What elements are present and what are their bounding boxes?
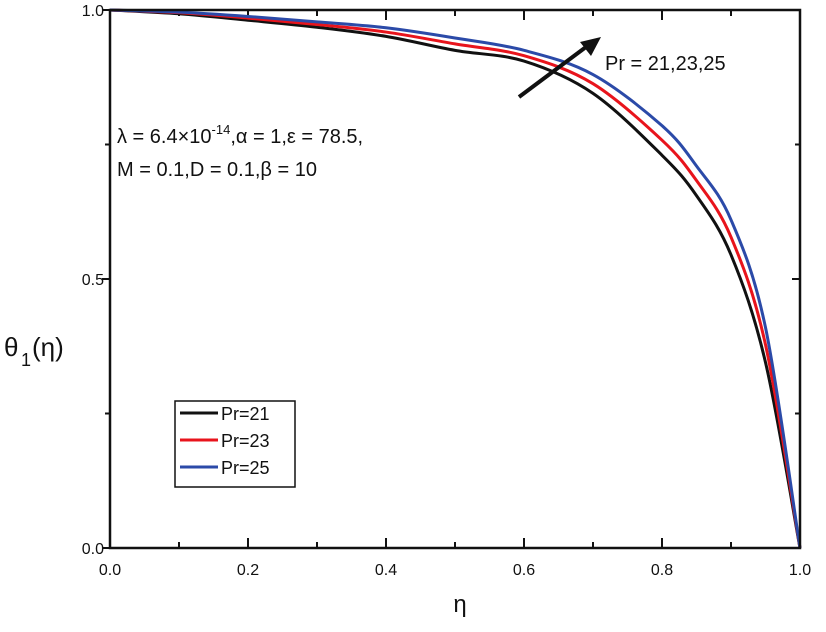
arrow-head bbox=[580, 37, 601, 56]
x-tick-label: 0.8 bbox=[651, 562, 673, 579]
params-line-1-sup: -14 bbox=[212, 122, 231, 137]
x-tick-label: 0.2 bbox=[237, 562, 259, 579]
params-line-1-post: ,α = 1,ε = 78.5, bbox=[230, 126, 363, 148]
y-axis-label: θ 1 (η) bbox=[4, 332, 64, 370]
x-tick-label: 1.0 bbox=[789, 562, 811, 579]
trend-arrow bbox=[517, 37, 601, 99]
series-line-pr23 bbox=[109, 8, 802, 549]
y-axis-label-sub: 1 bbox=[21, 350, 31, 370]
params-line-1: λ = 6.4×10-14,α = 1,ε = 78.5, bbox=[117, 122, 363, 148]
plot-frame bbox=[108, 8, 802, 550]
params-line-1-pre: λ = 6.4×10 bbox=[117, 126, 212, 148]
x-tick-label: 0.4 bbox=[375, 562, 397, 579]
y-tick-label: 0.0 bbox=[82, 541, 104, 558]
legend-label: Pr=21 bbox=[221, 404, 270, 424]
x-axis-label: η bbox=[453, 591, 466, 618]
series-line-pr21 bbox=[109, 8, 802, 549]
params-line-2: M = 0.1,D = 0.1,β = 10 bbox=[117, 159, 317, 181]
y-axis-label-main: θ bbox=[4, 332, 18, 362]
arrow-shaft bbox=[517, 42, 592, 99]
x-tick-label: 0.6 bbox=[513, 562, 535, 579]
arrow-label: Pr = 21,23,25 bbox=[605, 53, 726, 75]
series-line-pr25 bbox=[109, 8, 802, 549]
y-axis-label-arg: (η) bbox=[32, 332, 64, 362]
legend-label: Pr=23 bbox=[221, 431, 270, 451]
legend-box bbox=[174, 400, 296, 488]
y-tick-label: 1.0 bbox=[82, 3, 104, 20]
y-tick-label: 0.5 bbox=[82, 272, 104, 289]
legend: Pr=21 Pr=23 Pr=25 bbox=[174, 400, 296, 488]
x-tick-label: 0.0 bbox=[99, 562, 121, 579]
legend-label: Pr=25 bbox=[221, 458, 270, 478]
parameters-annotation: λ = 6.4×10-14,α = 1,ε = 78.5, M = 0.1,D … bbox=[117, 122, 363, 181]
